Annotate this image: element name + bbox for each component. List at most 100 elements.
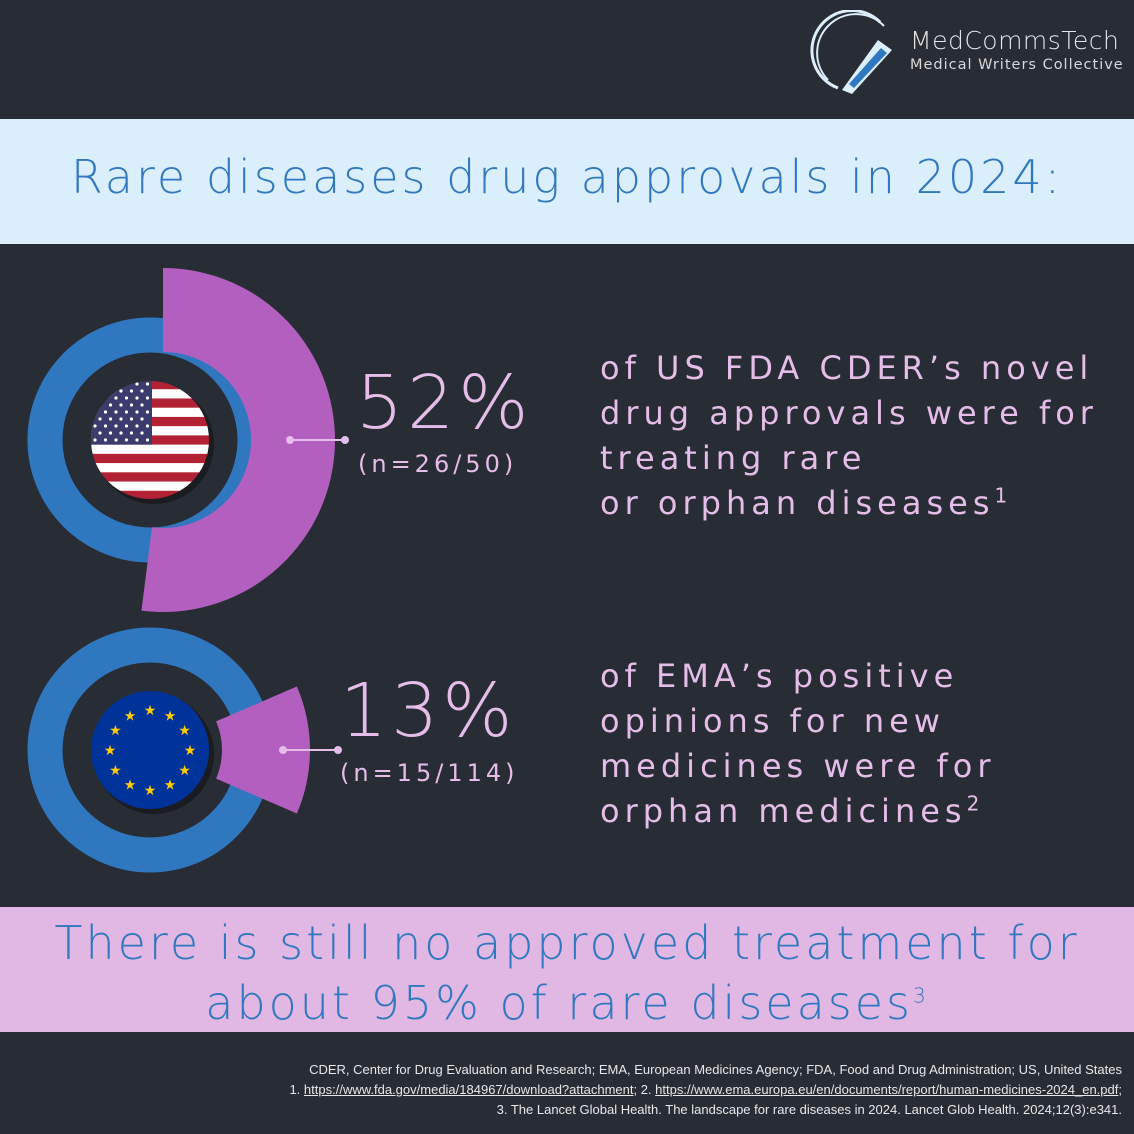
ref-suffix: ; bbox=[1118, 1082, 1122, 1097]
flag-star bbox=[129, 417, 134, 421]
flag-star bbox=[103, 410, 108, 414]
flag-stripe bbox=[91, 453, 209, 464]
flag-star bbox=[140, 403, 144, 407]
flag-star: ★ bbox=[109, 723, 122, 739]
flag-star bbox=[114, 438, 118, 442]
flag-star bbox=[135, 438, 139, 442]
flag-star bbox=[145, 382, 150, 386]
leader-dot bbox=[279, 746, 287, 754]
flag-star bbox=[129, 403, 134, 407]
flag-star bbox=[124, 382, 129, 386]
leader-dot bbox=[334, 746, 342, 754]
flag-star: ★ bbox=[178, 723, 191, 739]
conclusion-line: There is still no approved treatment for bbox=[54, 916, 1080, 970]
page-title: Rare diseases drug approvals in 2024: bbox=[70, 150, 1064, 204]
us-n: (n=26/50) bbox=[358, 450, 518, 478]
fda-link[interactable]: https://www.fda.gov/media/184967/downloa… bbox=[303, 1082, 634, 1097]
flag: ★ ★★★★★★★★★★★ bbox=[91, 691, 209, 809]
flag-star: ★ bbox=[104, 743, 117, 759]
desc-line: medicines were for bbox=[600, 747, 996, 785]
ref-marker: 1 bbox=[994, 483, 1013, 508]
flag-star bbox=[145, 410, 150, 414]
flag-star bbox=[98, 431, 102, 435]
lancet-reference: 3. The Lancet Global Health. The landsca… bbox=[496, 1102, 1122, 1117]
flag-star bbox=[135, 382, 139, 386]
flag-star bbox=[93, 410, 97, 414]
title-band bbox=[0, 119, 1134, 244]
flag-star bbox=[93, 382, 97, 386]
flag-star bbox=[124, 396, 129, 400]
desc-line: treating rare bbox=[600, 439, 867, 477]
flag-stripe bbox=[91, 444, 209, 455]
flag-star bbox=[119, 431, 123, 435]
ref-marker: 3 bbox=[913, 983, 929, 1008]
flag-star bbox=[119, 389, 123, 393]
ref-prefix: 1. bbox=[289, 1082, 304, 1097]
flag-star: ★ bbox=[184, 743, 197, 759]
flag-star bbox=[140, 389, 144, 393]
flag-star bbox=[119, 417, 123, 421]
flag-star bbox=[114, 382, 118, 386]
us-description: of US FDA CDER’s novel drug approvals we… bbox=[600, 346, 1098, 526]
flag-star bbox=[93, 438, 97, 442]
desc-line: orphan medicines bbox=[600, 792, 967, 830]
desc-line: drug approvals were for bbox=[600, 394, 1098, 432]
flag-star bbox=[108, 431, 113, 435]
flag-star bbox=[108, 403, 113, 407]
conclusion-line: about 95% of rare diseases bbox=[205, 976, 914, 1030]
flag-stripe bbox=[91, 472, 209, 483]
flag-star bbox=[119, 403, 123, 407]
eu-percent: 13% bbox=[340, 668, 517, 754]
flag-stripe bbox=[91, 481, 209, 492]
flag-stripe bbox=[91, 490, 209, 499]
brand-name: MedCommsTech bbox=[910, 26, 1120, 55]
flag-star bbox=[98, 403, 102, 407]
flag-star bbox=[114, 410, 118, 414]
flag-stripe bbox=[91, 463, 209, 473]
leader-dot bbox=[341, 436, 349, 444]
desc-line: or orphan diseases bbox=[600, 484, 995, 522]
flag-star bbox=[93, 424, 97, 428]
flag-field bbox=[91, 691, 209, 809]
us-percent: 52% bbox=[356, 360, 533, 446]
eu-n: (n=15/114) bbox=[340, 759, 519, 787]
pen-logo-icon bbox=[810, 10, 892, 94]
flag-star bbox=[135, 410, 139, 414]
flag-star: ★ bbox=[144, 703, 157, 719]
flag-star bbox=[103, 424, 108, 428]
flag-star bbox=[108, 417, 113, 421]
flag-star bbox=[124, 438, 129, 442]
percent-segment bbox=[141, 268, 335, 612]
flag bbox=[91, 381, 209, 499]
flag-star bbox=[108, 389, 113, 393]
eu-flag-icon: ★ ★★★★★★★★★★★ bbox=[91, 691, 214, 814]
flag-star: ★ bbox=[178, 763, 191, 779]
flag-star bbox=[135, 396, 139, 400]
flag-star bbox=[103, 438, 108, 442]
ref-marker: 2 bbox=[966, 791, 985, 816]
flag-star: ★ bbox=[124, 708, 137, 724]
flag-star bbox=[98, 417, 102, 421]
us-flag-icon bbox=[91, 381, 214, 504]
flag-star bbox=[145, 396, 150, 400]
flag-star bbox=[103, 396, 108, 400]
flag-star: ★ bbox=[109, 763, 122, 779]
flag-star: ★ bbox=[144, 783, 157, 799]
donut-charts: ★ ★★★★★★★★★★★ bbox=[27, 268, 349, 873]
ema-link[interactable]: https://www.ema.europa.eu/en/documents/r… bbox=[655, 1082, 1119, 1097]
flag-star bbox=[129, 389, 134, 393]
flag-star bbox=[114, 424, 118, 428]
eu-description: of EMA’s positive opinions for new medic… bbox=[600, 654, 996, 834]
flag-star: ★ bbox=[124, 778, 137, 794]
flag-star: ★ bbox=[164, 708, 177, 724]
desc-line: opinions for new bbox=[600, 702, 945, 740]
flag-star bbox=[140, 431, 144, 435]
footer: CDER, Center for Drug Evaluation and Res… bbox=[289, 1060, 1122, 1120]
flag-star bbox=[103, 382, 108, 386]
flag-star bbox=[124, 424, 129, 428]
desc-line: of EMA’s positive bbox=[600, 657, 959, 695]
flag-star bbox=[135, 424, 139, 428]
flag-star bbox=[124, 410, 129, 414]
flag-star bbox=[114, 396, 118, 400]
